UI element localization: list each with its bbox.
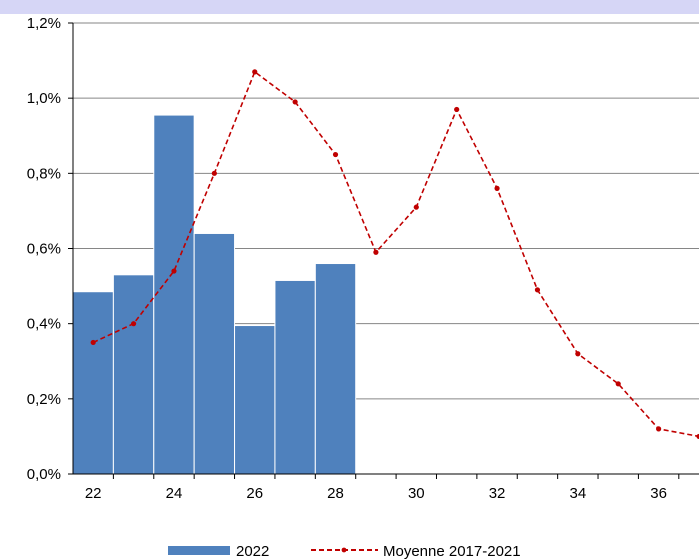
x-tick-label: 24 [166,485,183,502]
legend-label-moyenne: Moyenne 2017-2021 [383,543,521,560]
y-tick-label: 1,2% [27,15,61,32]
x-tick-label: 32 [489,485,506,502]
line-point [171,268,177,274]
legend-label-2022: 2022 [236,543,269,560]
bar-2022 [153,114,195,475]
line-point [292,99,298,105]
bar-2022 [234,325,276,475]
line-point [373,249,379,255]
legend: 2022 Moyenne 2017-2021 [168,543,521,560]
bar-2022 [274,279,316,475]
line-point [575,351,581,357]
x-tick-label: 30 [408,485,425,502]
grid-lines [73,22,699,400]
line-point [534,287,541,293]
bar-2022 [314,263,357,475]
y-tick-label: 1,0% [27,90,61,107]
y-tick-label: 0,0% [27,466,61,483]
bar-2022 [193,232,236,475]
line-point [494,185,500,191]
line-point [332,151,339,158]
y-tick-label: 0,8% [27,165,61,182]
line-point [413,204,419,210]
axes [68,22,699,479]
line-point [615,381,621,387]
legend-swatch-2022 [168,546,230,555]
x-tick-label: 26 [246,485,263,502]
line-point [252,69,258,75]
x-tick-label: 22 [85,485,102,502]
bar-2022 [72,291,114,475]
line-moyenne [92,70,699,438]
line-point [454,106,460,113]
legend-marker-moyenne [341,547,347,553]
x-tick-label: 36 [650,485,667,502]
y-tick-label: 0,4% [27,316,61,333]
top-band [0,0,699,14]
y-tick-label: 0,2% [27,391,61,408]
line-point [696,433,699,440]
line-point [90,339,96,346]
line-point [656,426,662,432]
line-point [211,170,217,176]
line-point [130,321,137,327]
x-tick-label: 34 [569,485,586,502]
x-tick-labels: 22 24 26 28 30 32 34 36 [85,485,667,502]
y-tick-labels: 0,0% 0,2% 0,4% 0,6% 0,8% 1,0% 1,2% [27,15,61,483]
x-tick-label: 28 [327,485,344,502]
bar-series-2022 [72,114,357,475]
line-series-moyenne [90,69,699,440]
y-tick-label: 0,6% [27,241,61,258]
